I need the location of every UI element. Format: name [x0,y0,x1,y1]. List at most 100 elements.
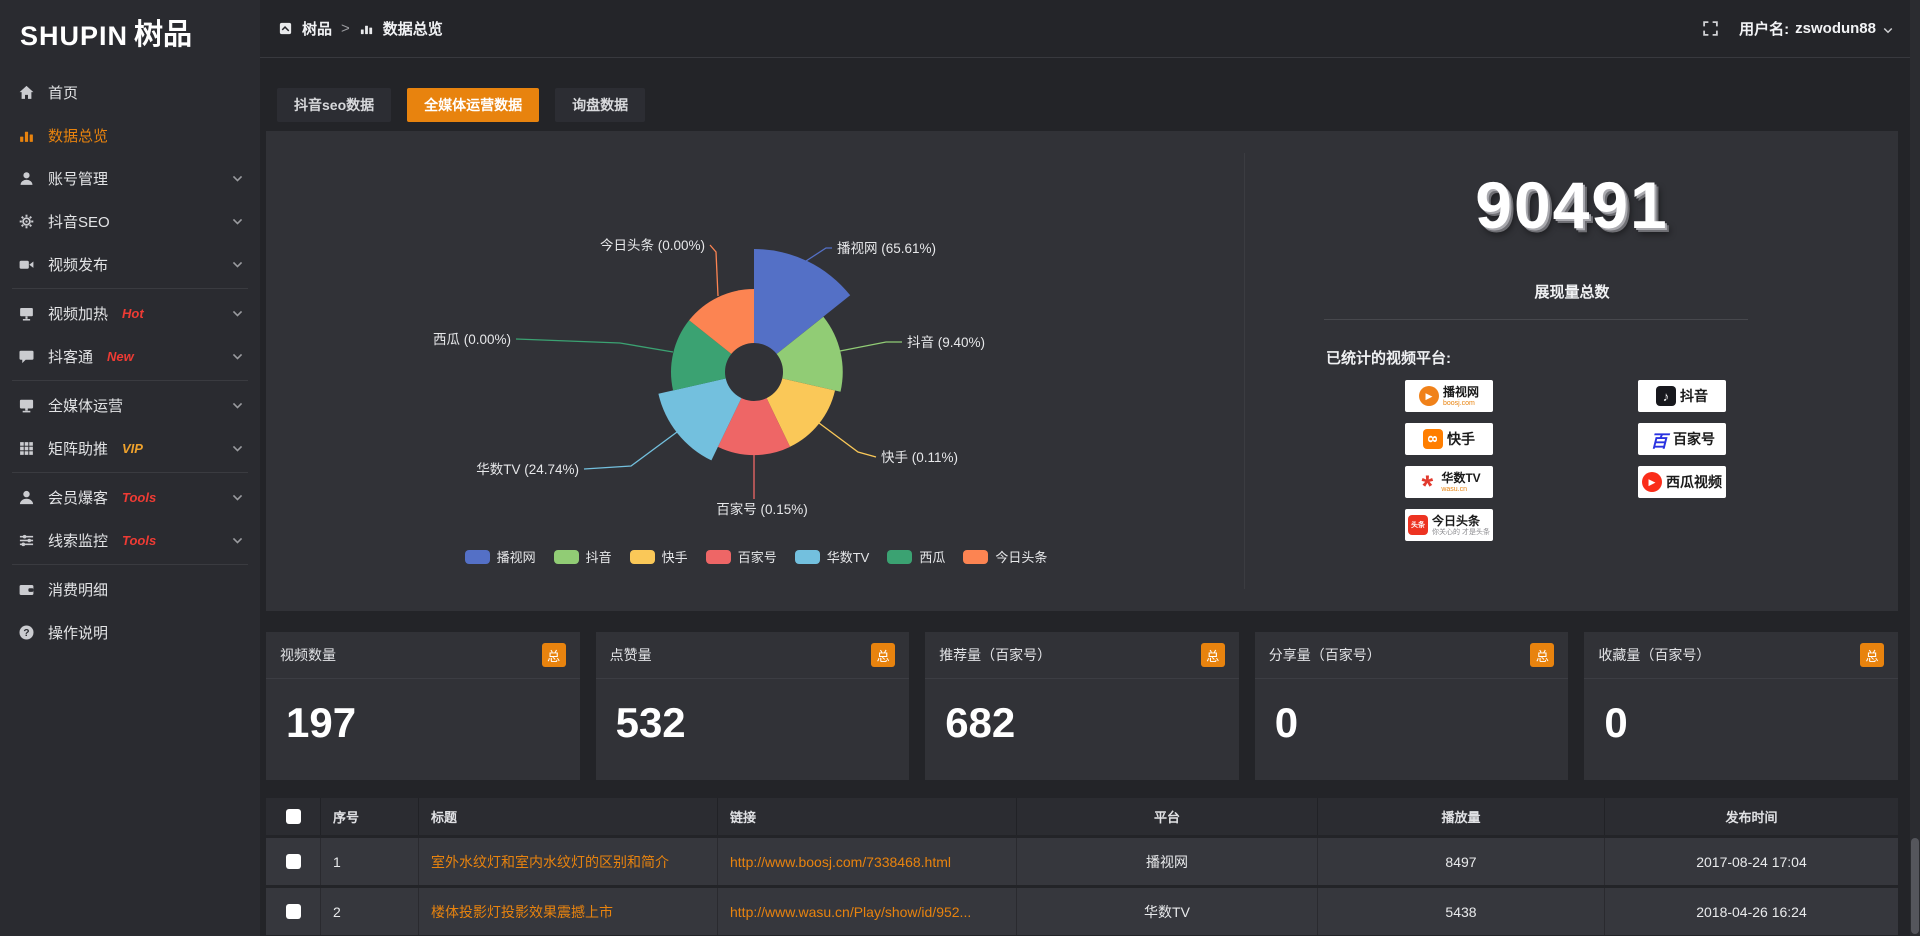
chevron-down-icon [231,534,244,547]
breadcrumb-root[interactable]: 树品 [302,21,333,38]
sidebar-item-5[interactable]: 视频发布 [0,245,260,283]
breadcrumb-current[interactable]: 数据总览 [382,21,443,38]
table-row: 2 楼体投影灯投影效果震撼上市 http://www.wasu.cn/Play/sh… [266,888,1898,935]
pie-slice-华数TV[interactable] [658,372,754,461]
pie-label-leader-今日头条 [709,244,719,297]
stat-card-header: 分享量（百家号） 总 [1254,632,1569,679]
wallet-icon [18,581,35,598]
fullscreen-icon[interactable] [1702,20,1719,37]
row-checkbox[interactable] [285,904,301,919]
topbar: 树品 > 数据总览 用户名: zswodun88 [260,0,1920,58]
legend-item-百家号[interactable]: 百家号 [705,547,777,566]
boosj-play-icon: ▶ [1418,386,1439,406]
pie-label-播视网: 播视网 (65.61%) [837,241,936,256]
sidebar-item-9[interactable]: 矩阵助推 VIP [0,429,260,467]
videos-table: 序号 标题 链接 平台 播放量 发布时间 1 室外水纹灯和室内水纹灯的区别和简介 http://… [266,798,1898,936]
platform-badge-百家号: 百百家号 [1638,423,1726,455]
legend-item-快手[interactable]: 快手 [629,547,688,566]
video-url-link[interactable]: http://www.wasu.cn/Play/show/id/952... [730,903,972,920]
tab-2[interactable]: 全媒体运营数据 [407,88,540,122]
stat-cards-row: 视频数量总 197 点赞量总 532 推荐量（百家号）总 682 分享量（百家号）总 0 收藏量… [266,632,1898,780]
platform-badge-华数TV: * 华数TV wasu.cn [1405,466,1493,502]
legend-item-华数TV[interactable]: 华数TV [794,547,869,566]
row-checkbox[interactable] [285,854,301,869]
select-all-checkbox[interactable] [285,809,301,824]
legend-swatch [629,549,655,564]
pie-slice-百家号[interactable] [717,372,791,456]
xigua-play-icon: ▶ [1642,472,1662,492]
douyin-note-icon: ♪ [1656,386,1676,406]
sidebar-item-3[interactable]: 账号管理 [0,159,260,197]
chat-icon [18,348,35,365]
stat-card-header: 推荐量（百家号） 总 [925,632,1239,679]
legend-item-播视网[interactable]: 播视网 [464,547,536,566]
video-title-link[interactable]: 室外水纹灯和室内水纹灯的区别和简介 [431,853,669,870]
cell-link: http://www.boosj.com/7338468.html [718,838,1017,885]
username-label: 用户名: [1739,21,1790,38]
legend-item-西瓜[interactable]: 西瓜 [887,547,945,566]
sidebar-item-13[interactable]: ? 操作说明 [0,613,260,651]
stat-card-value: 0 [1274,699,1299,746]
user-menu[interactable]: 用户名: zswodun88 [1739,18,1894,39]
username-value: zswodun88 [1795,20,1876,37]
table-header-row: 序号 标题 链接 平台 播放量 发布时间 [266,798,1898,835]
cell-index: 2 [321,888,419,935]
header-platform: 平台 [1017,798,1318,835]
platform-badge-快手: 8 快手 [1405,423,1493,455]
header-index: 序号 [321,798,419,835]
sidebar-item-12[interactable]: 消费明细 [0,570,260,608]
header-checkbox-cell [266,798,321,835]
summary-divider [1324,319,1748,320]
tab-1[interactable]: 抖音seo数据 [277,88,392,122]
platform-badge-text: 今日头条 你关心的 才是头条 [1432,515,1490,536]
pie-slice-播视网[interactable] [754,249,851,372]
sidebar-item-label: 视频加热 [48,305,109,323]
platform-name: 快手 [1447,431,1475,447]
video-camera-icon [18,256,35,273]
legend-item-今日头条[interactable]: 今日头条 [963,547,1047,566]
sidebar-item-badge: New [107,348,134,364]
sidebar-item-label: 首页 [48,84,79,102]
platform-badge-西瓜视频: ▶ 西瓜视频 [1638,466,1726,498]
platform-name: 华数TV [1441,470,1481,485]
stat-card-value: 532 [615,699,686,746]
sidebar-item-2[interactable]: 数据总览 [0,116,260,154]
sidebar-item-7[interactable]: 抖客通 New [0,337,260,375]
sidebar-item-1[interactable]: 首页 [0,73,260,111]
bar-chart-icon [18,127,35,144]
platforms-label: 已统计的视频平台: [1326,350,1451,367]
tab-3[interactable]: 询盘数据 [555,88,646,122]
sidebar-item-8[interactable]: 全媒体运营 [0,386,260,424]
platform-subtext: wasu.cn [1441,485,1468,493]
overview-panel: 播视网 (65.61%) 抖音 (9.40%) 快手 (0.11%) 百家号 (0.1… [266,131,1898,611]
legend-item-抖音[interactable]: 抖音 [553,547,612,566]
platform-name: 今日头条 [1432,513,1481,528]
stat-card-header: 收藏量（百家号） 总 [1584,632,1898,679]
sidebar-item-label: 抖客通 [48,348,94,366]
chart-legend: 播视网 抖音 快手 百家号 华数TV 西瓜 今日头条 [266,547,1246,566]
stat-card-1: 视频数量 总 197 [266,632,580,780]
sidebar-item-label: 全媒体运营 [48,397,124,415]
chevron-down-icon [1882,23,1894,35]
stat-card-header: 视频数量 总 [266,632,580,679]
sidebar-item-label: 视频发布 [48,256,109,274]
pie-label-leader-西瓜 [515,338,674,353]
stat-card-5: 收藏量（百家号） 总 0 [1584,632,1898,780]
video-url-link[interactable]: http://www.boosj.com/7338468.html [730,853,952,870]
sliders-icon [18,532,35,549]
breadcrumb-separator: > [341,20,350,37]
sidebar-item-6[interactable]: 视频加热 Hot [0,294,260,332]
sidebar-nav: 首页数据总览账号管理抖音SEO 视频发布视频加热 Hot 抖客通 New 全媒体运营矩阵助… [0,58,260,651]
chevron-down-icon [231,307,244,320]
video-title-link[interactable]: 楼体投影灯投影效果震撼上市 [431,903,613,920]
header-link: 链接 [718,798,1017,835]
pie-label-华数TV: 华数TV (24.74%) [476,462,579,477]
scrollbar-thumb[interactable] [1911,838,1919,934]
platform-share-rose-chart: 播视网 (65.61%) 抖音 (9.40%) 快手 (0.11%) 百家号 (0.1… [433,237,985,517]
sidebar-item-10[interactable]: 会员爆客 Tools [0,478,260,516]
sidebar-item-11[interactable]: 线索监控 Tools [0,521,260,559]
help-icon: ? [18,624,35,641]
platform-name: 播视网 [1442,384,1479,399]
sidebar-item-4[interactable]: 抖音SEO [0,202,260,240]
chevron-down-icon [231,258,244,271]
